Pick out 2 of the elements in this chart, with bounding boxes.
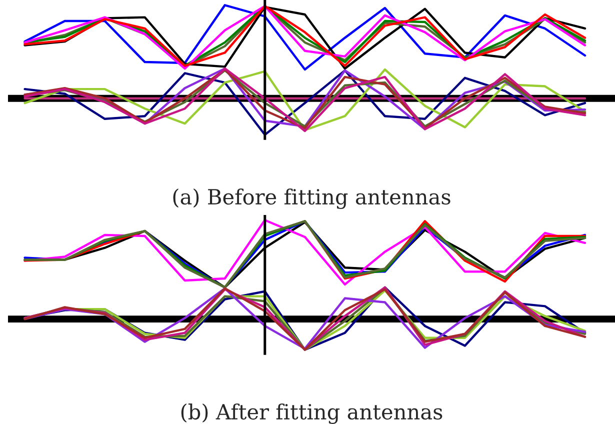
text: (a) Before fitting antennas: [173, 188, 450, 209]
text: (b) After fitting antennas: [181, 403, 442, 424]
